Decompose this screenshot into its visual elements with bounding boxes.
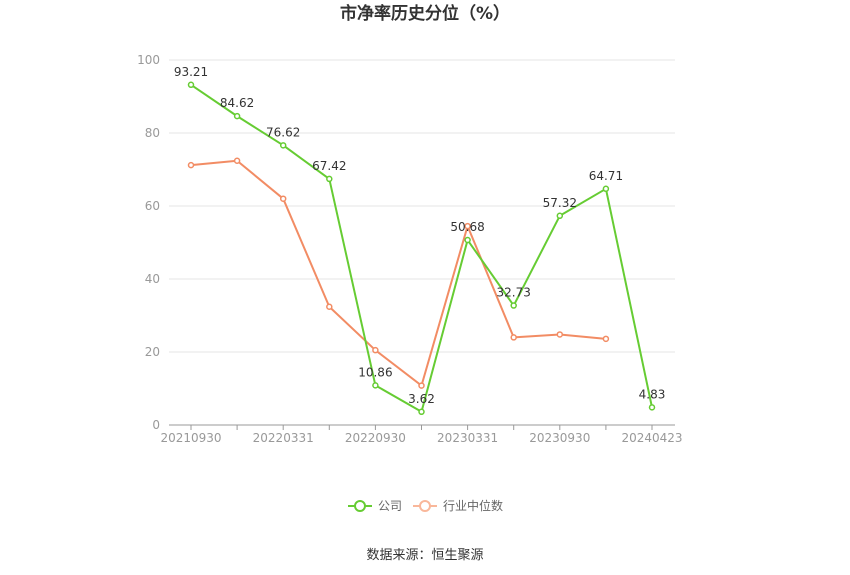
legend: 公司 行业中位数 — [348, 498, 503, 513]
data-label: 84.62 — [220, 96, 254, 110]
data-point[interactable] — [233, 112, 241, 120]
data-labels: 93.21 84.62 76.62 67.42 10.86 3.62 50.68 32.73 5… — [174, 65, 666, 406]
legend-item-industry-median[interactable]: 行业中位数 — [413, 498, 503, 513]
data-point[interactable] — [187, 81, 195, 89]
data-point[interactable] — [464, 222, 471, 230]
data-point[interactable] — [372, 382, 379, 389]
data-point[interactable] — [233, 157, 241, 164]
data-point[interactable] — [372, 346, 379, 354]
y-tick-label: 100 — [137, 53, 160, 67]
y-tick-label: 40 — [145, 272, 160, 286]
series-company — [187, 81, 656, 416]
data-label: 64.71 — [589, 169, 623, 183]
y-tick-label: 20 — [145, 345, 160, 359]
chart-title: 市净率历史分位（%） — [340, 3, 510, 24]
data-label: 32.73 — [497, 286, 531, 300]
data-label: 57.32 — [543, 196, 577, 210]
data-point[interactable] — [418, 382, 425, 389]
data-label: 3.62 — [408, 392, 435, 406]
x-axis: 20210930 20220331 20220930 20230331 20230930… — [160, 424, 683, 445]
data-point[interactable] — [510, 302, 517, 309]
data-point[interactable] — [648, 404, 656, 411]
data-source: 数据来源：恒生聚源 — [366, 548, 483, 563]
data-label: 93.21 — [174, 65, 208, 79]
data-point[interactable] — [556, 331, 564, 338]
data-point[interactable] — [279, 142, 287, 149]
data-label: 50.68 — [450, 220, 484, 234]
y-tick-label: 60 — [145, 199, 160, 213]
grid — [169, 59, 675, 353]
legend-label-industry-median: 行业中位数 — [443, 498, 503, 513]
data-point[interactable] — [326, 175, 333, 183]
data-label: 67.42 — [312, 159, 346, 173]
y-axis: 0 20 40 60 80 100 — [137, 53, 160, 432]
data-point[interactable] — [279, 195, 287, 202]
data-point[interactable] — [418, 408, 425, 416]
series-line — [190, 83, 653, 413]
data-label: 10.86 — [358, 365, 392, 379]
x-tick-label: 20220331 — [253, 431, 314, 445]
x-tick-label: 20240423 — [621, 431, 682, 445]
data-label: 76.62 — [266, 125, 300, 139]
legend-item-company[interactable]: 公司 — [348, 499, 402, 513]
data-point[interactable] — [510, 334, 517, 341]
series-industry-median — [187, 157, 610, 389]
data-point[interactable] — [556, 212, 564, 220]
data-point[interactable] — [187, 161, 195, 169]
series-layer — [187, 81, 656, 416]
data-point[interactable] — [602, 335, 610, 343]
legend-label-company: 公司 — [378, 499, 402, 513]
data-point[interactable] — [464, 236, 471, 244]
data-label: 4.83 — [639, 387, 666, 401]
y-tick-label: 0 — [152, 418, 160, 432]
x-tick-label: 20230331 — [437, 431, 498, 445]
y-tick-label: 80 — [145, 126, 160, 140]
x-tick-label: 20220930 — [345, 431, 406, 445]
x-tick-label: 20230930 — [529, 431, 590, 445]
x-tick-label: 20210930 — [160, 431, 221, 445]
series-line — [190, 159, 607, 387]
data-point[interactable] — [326, 303, 333, 310]
data-point[interactable] — [602, 185, 610, 193]
